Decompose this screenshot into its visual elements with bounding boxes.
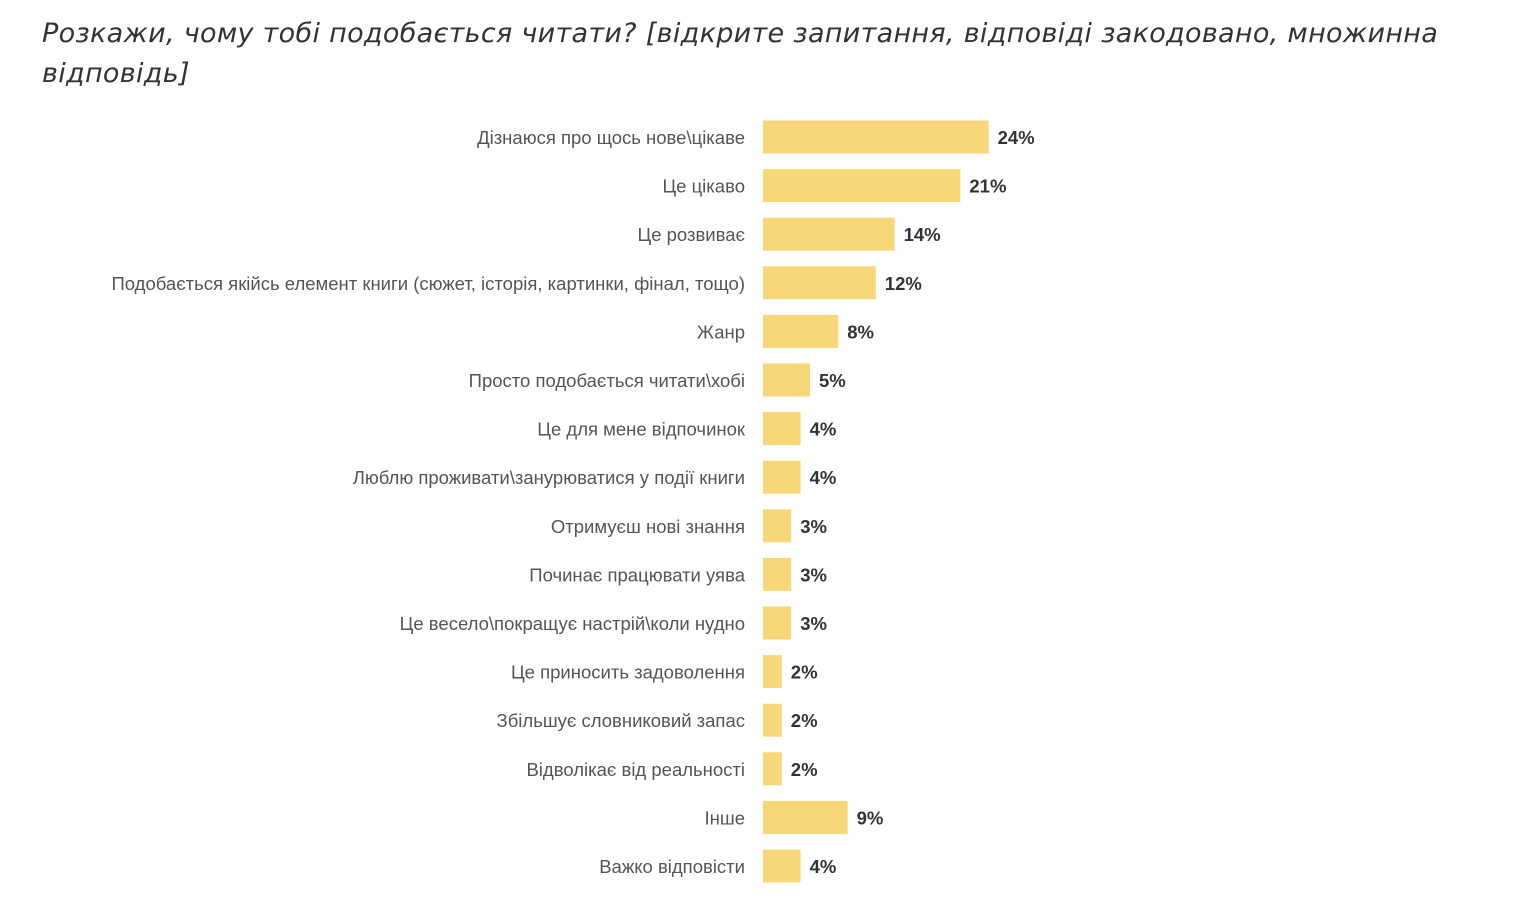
value-label: 2%	[791, 759, 818, 780]
bar	[763, 314, 839, 348]
category-label: Інше	[705, 807, 746, 828]
bar	[763, 120, 989, 154]
bar-row: 3% Починає працювати уява	[529, 557, 827, 591]
category-label: Це для мене відпочинок	[537, 419, 746, 440]
bar	[763, 655, 782, 689]
category-label: Це цікаво	[662, 176, 745, 197]
bar-row: 3% Отримуєш нові знання	[551, 509, 827, 543]
bar	[763, 557, 792, 591]
category-label: Жанр	[697, 321, 745, 342]
category-label: Починає працювати уява	[529, 564, 745, 585]
value-label: 4%	[810, 419, 837, 440]
category-label: Важко відповісти	[599, 856, 745, 877]
bar	[763, 606, 792, 640]
category-label: Подобається якійсь елемент книги (сюжет,…	[112, 273, 746, 294]
value-label: 3%	[800, 564, 827, 585]
bar	[763, 460, 801, 494]
category-label: Люблю проживати\занурюватися у події кни…	[353, 467, 745, 488]
value-label: 24%	[998, 127, 1035, 148]
bar-row: 3% Це весело\покращує настрій\коли нудно	[400, 606, 827, 640]
bar	[763, 703, 782, 737]
bar-row: 4% Це для мене відпочинок	[537, 412, 837, 446]
bar-row: 9% Інше	[705, 800, 884, 834]
category-label: Отримуєш нові знання	[551, 516, 745, 537]
bar	[763, 412, 801, 446]
bar-row: 2% Це приносить задоволення	[511, 655, 818, 689]
bar	[763, 509, 792, 543]
bar-row: 2% Відволікає від реальності	[526, 752, 818, 786]
chart-title: Розкажи, чому тобі подобається читати? […	[42, 18, 1439, 89]
value-label: 4%	[810, 467, 837, 488]
bar-row: 12% Подобається якійсь елемент книги (сюж…	[112, 266, 922, 300]
value-label: 3%	[800, 516, 827, 537]
value-label: 3%	[800, 613, 827, 634]
category-label: Відволікає від реальності	[526, 759, 745, 780]
category-label: Це приносить задоволення	[511, 662, 745, 683]
value-label: 14%	[904, 224, 941, 245]
bar	[763, 800, 848, 834]
bar-row: 8% Жанр	[697, 314, 874, 348]
bar-row: 2% Збільшує словниковий запас	[497, 703, 818, 737]
category-label: Просто подобається читати\хобі	[469, 370, 745, 391]
value-label: 2%	[791, 662, 818, 683]
bar	[763, 849, 801, 883]
value-label: 5%	[819, 370, 846, 391]
category-label: Збільшує словниковий запас	[497, 710, 745, 731]
value-label: 8%	[847, 321, 874, 342]
value-label: 12%	[885, 273, 922, 294]
bar	[763, 169, 961, 203]
bar	[763, 752, 782, 786]
bar	[763, 266, 876, 300]
value-label: 4%	[810, 856, 837, 877]
bar-row: 5% Просто подобається читати\хобі	[469, 363, 846, 397]
bar	[763, 217, 895, 251]
bar	[763, 363, 810, 397]
category-label: Це розвиває	[638, 224, 745, 245]
category-label: Це весело\покращує настрій\коли нудно	[400, 613, 745, 634]
value-label: 21%	[969, 176, 1006, 197]
bar-row: 24% Дізнаюся про щось нове\цікаве	[477, 120, 1035, 154]
bar-row: 4% Люблю проживати\занурюватися у події к…	[353, 460, 837, 494]
value-label: 9%	[857, 807, 884, 828]
bar-row: 14% Це розвиває	[638, 217, 941, 251]
value-label: 2%	[791, 710, 818, 731]
bar-row: 21% Це цікаво	[662, 169, 1006, 203]
category-label: Дізнаюся про щось нове\цікаве	[477, 127, 745, 148]
bar-row: 4% Важко відповісти	[599, 849, 837, 883]
